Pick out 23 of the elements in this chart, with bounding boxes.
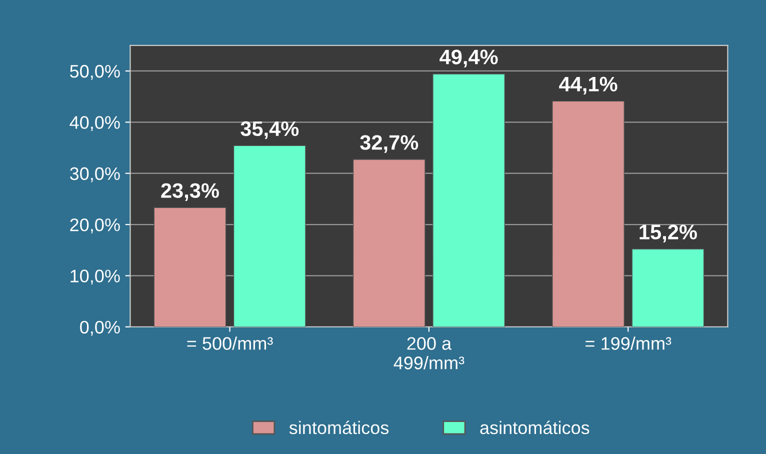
y-tick-label: 30,0% xyxy=(70,167,120,182)
y-tick-label: 20,0% xyxy=(70,218,120,234)
y-tick-label: 10,0% xyxy=(70,270,120,285)
data-label: 44,1% xyxy=(559,76,618,95)
x-tick-label: = 500/mm³ xyxy=(187,336,273,350)
legend-label: sintomáticos xyxy=(289,420,389,434)
bar xyxy=(632,248,704,327)
bar xyxy=(233,145,306,327)
data-label: 49,4% xyxy=(440,50,498,68)
data-label: 15,2% xyxy=(640,224,697,242)
data-label: 23,3% xyxy=(161,183,219,201)
x-tick-label: 200 a 499/mm³ xyxy=(394,337,464,370)
y-tick-label: 40,0% xyxy=(70,116,120,132)
x-tick-label: = 199/mm³ xyxy=(586,336,672,350)
data-label: 32,7% xyxy=(360,135,418,153)
bar xyxy=(432,74,505,327)
y-tick-label: 0,0% xyxy=(80,320,120,336)
legend-label: asintomáticos xyxy=(480,420,590,434)
bar xyxy=(352,159,426,327)
bar xyxy=(154,207,226,327)
data-label: 35,4% xyxy=(240,121,299,140)
bar xyxy=(552,100,624,327)
y-tick-label: 50,0% xyxy=(70,64,120,80)
